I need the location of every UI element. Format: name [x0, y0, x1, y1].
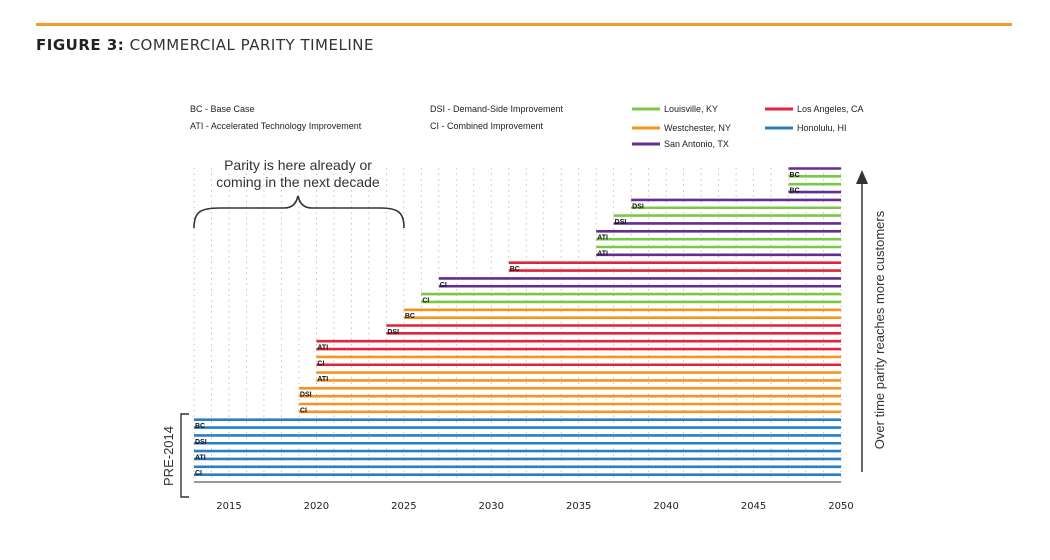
bar-scenario-label: ATI [597, 250, 608, 257]
annotation-line-2: coming in the next decade [216, 174, 380, 190]
x-tick-label: 2015 [216, 501, 241, 512]
bar-scenario-label: DSI [387, 329, 399, 336]
bar-scenario-label: ATI [317, 376, 328, 383]
x-tick-label: 2040 [653, 501, 678, 512]
legend-abbr-ati: ATI - Accelerated Technology Improvement [190, 121, 362, 131]
bar-scenario-label: CI [317, 360, 324, 367]
bar-scenario-label: CI [422, 297, 429, 304]
x-tick-label: 2025 [391, 501, 416, 512]
x-tick-label: 2030 [479, 501, 504, 512]
bar-scenario-label: ATI [597, 235, 608, 242]
figure-number: FIGURE 3: [36, 36, 125, 54]
legend-abbr-dsi: DSI - Demand-Side Improvement [430, 104, 564, 114]
side-label: Over time parity reaches more customers [872, 210, 887, 449]
bar-scenario-label: BC [790, 188, 800, 195]
bar-scenario-label: CI [300, 407, 307, 414]
bar-scenario-label: ATI [195, 454, 206, 461]
accent-rule [36, 23, 1012, 26]
legend-honolulu: Honolulu, HI [797, 123, 847, 133]
legend-los-angeles: Los Angeles, CA [797, 104, 864, 114]
legend-westchester: Westchester, NY [664, 123, 731, 133]
bar-scenario-label: DSI [632, 203, 644, 210]
pre-2014-bracket [180, 413, 189, 498]
bar-scenario-label: DSI [615, 219, 627, 226]
x-tick-label: 2045 [741, 501, 766, 512]
bar-scenario-label: DSI [300, 392, 312, 399]
legend-san-antonio: San Antonio, TX [664, 139, 729, 149]
side-arrow-head [856, 170, 868, 184]
bar-scenario-label: BC [195, 423, 205, 430]
figure-title-text: COMMERCIAL PARITY TIMELINE [129, 36, 374, 54]
bar-scenario-label: BC [510, 266, 520, 273]
bar-scenario-label: BC [405, 313, 415, 320]
x-axis: 2015 2020 2025 2030 2035 2040 2045 2050 [194, 481, 854, 512]
pre-2014-label: PRE-2014 [161, 426, 176, 486]
bar-scenario-label: ATI [317, 345, 328, 352]
x-tick-label: 2050 [828, 501, 853, 512]
bar-scenario-label: BC [790, 172, 800, 179]
annotation-brace [193, 195, 405, 229]
figure-title: FIGURE 3: COMMERCIAL PARITY TIMELINE [36, 36, 374, 54]
timeline-bars: BC BC DSI DSI ATI ATI BC CI CI BC DSI ATI CI ATI DSI CI… [194, 167, 841, 477]
x-tick-label: 2035 [566, 501, 591, 512]
x-tick-label: 2020 [304, 501, 329, 512]
legend-louisville: Louisville, KY [664, 104, 718, 114]
annotation-line-1: Parity is here already or [224, 157, 372, 173]
bar-scenario-label: DSI [195, 439, 207, 446]
bar-scenario-label: CI [195, 470, 202, 477]
legend-abbr-ci: CI - Combined Improvement [430, 121, 544, 131]
bar-scenario-label: CI [440, 282, 447, 289]
legend-abbr-bc: BC - Base Case [190, 104, 255, 114]
